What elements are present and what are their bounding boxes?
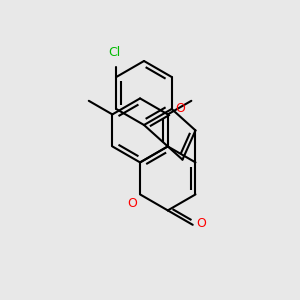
- Text: O: O: [176, 103, 186, 116]
- Text: O: O: [127, 197, 137, 210]
- Text: O: O: [197, 217, 207, 230]
- Text: Cl: Cl: [108, 46, 120, 59]
